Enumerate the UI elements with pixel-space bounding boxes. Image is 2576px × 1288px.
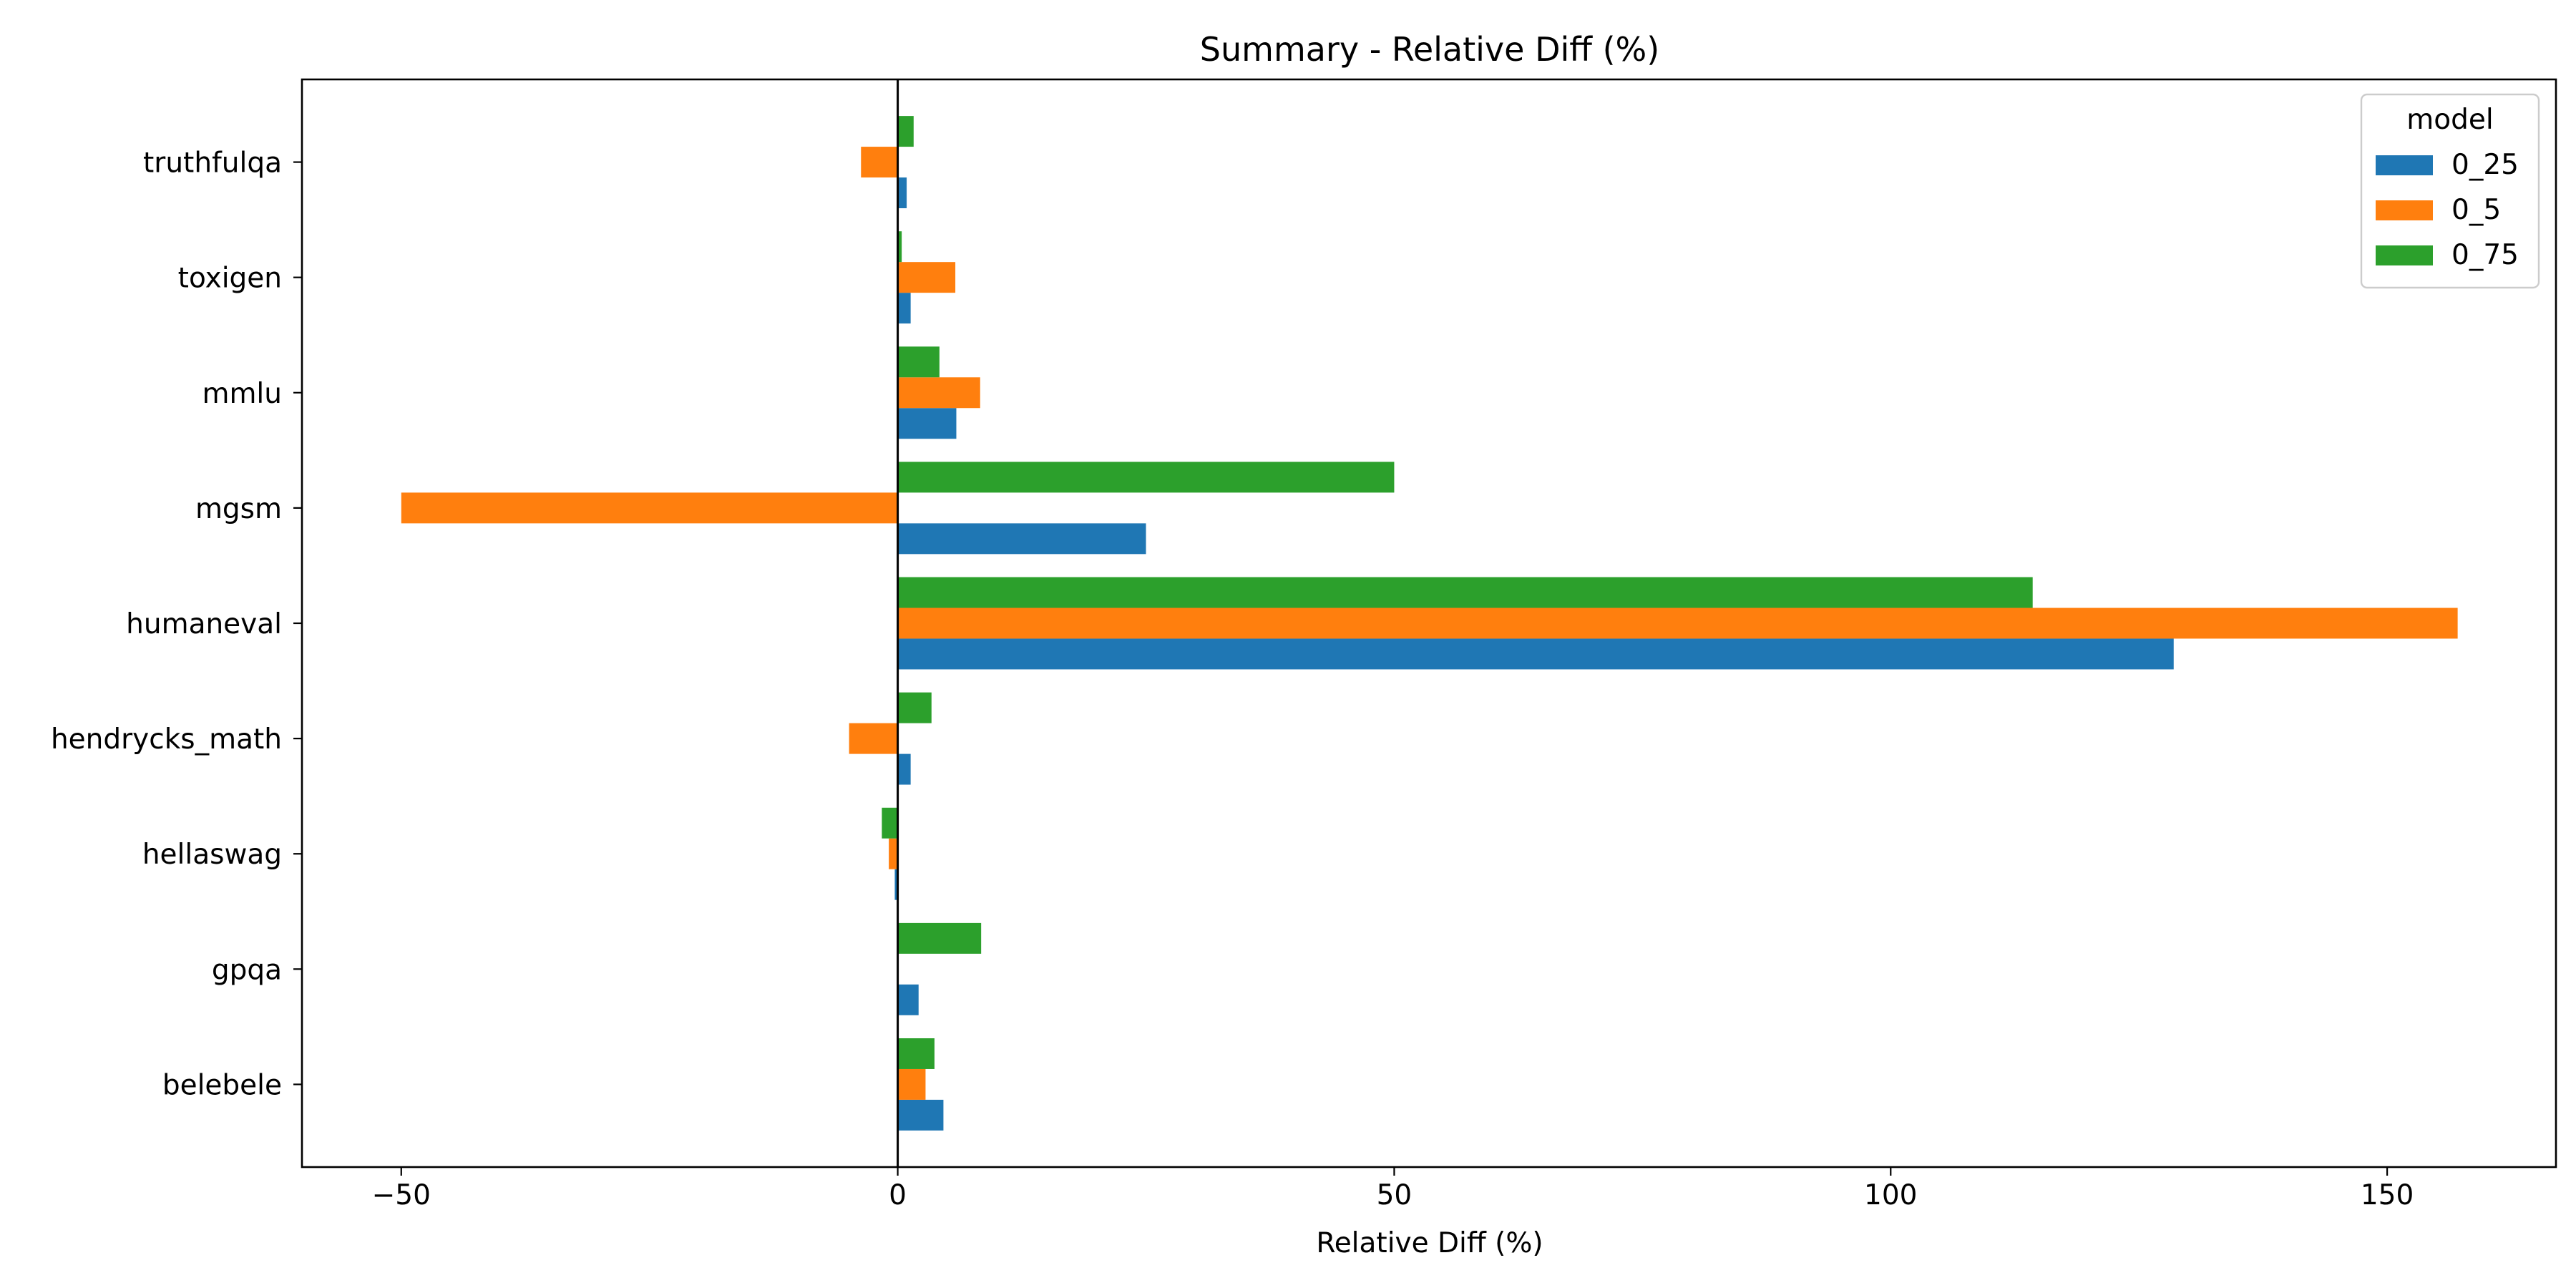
legend-box (2360, 93, 2540, 289)
bar-truthfulqa-0_75 (897, 116, 914, 147)
x-ticks-group: −50 0 50 100 150 (372, 1167, 2414, 1211)
bar-humaneval-0_5 (897, 608, 2458, 639)
legend-label-0_5: 0_5 (2451, 194, 2501, 226)
bars-group (401, 116, 2458, 1131)
y-tick-label-toxigen: toxigen (178, 263, 282, 295)
bar-hellaswag-0_5 (889, 838, 898, 869)
y-tick-label-truthfulqa: truthfulqa (143, 147, 282, 180)
bar-truthfulqa-0_5 (861, 147, 898, 178)
x-axis-label: Relative Diff (%) (1316, 1227, 1543, 1259)
y-tick-label-hellaswag: hellaswag (142, 839, 282, 871)
y-tick-label-mgsm: mgsm (195, 493, 282, 525)
legend-swatch-0_25 (2376, 155, 2433, 175)
legend-swatch-0_75 (2376, 245, 2433, 265)
bar-humaneval-0_75 (897, 577, 2033, 608)
y-tick-label-belebele: belebele (162, 1069, 282, 1101)
x-tick-label: 150 (2361, 1179, 2414, 1211)
legend-title: model (2406, 104, 2493, 136)
bar-mgsm-0_25 (897, 523, 1146, 555)
bar-hendrycks_math-0_75 (897, 692, 932, 723)
bar-toxigen-0_5 (897, 262, 956, 293)
x-tick-label: 100 (1864, 1179, 1917, 1211)
bar-gpqa-0_75 (897, 922, 982, 954)
y-ticks-group: belebele gpqa hellaswag hendrycks_math human… (51, 147, 302, 1101)
legend: model 0_25 0_5 0_75 (2360, 93, 2540, 289)
chart-title: Summary - Relative Diff (%) (1200, 30, 1659, 69)
bar-belebele-0_25 (897, 1099, 944, 1131)
bar-belebele-0_5 (897, 1068, 926, 1100)
y-tick-label-gpqa: gpqa (212, 954, 282, 986)
bar-mmlu-0_5 (897, 377, 980, 409)
bar-toxigen-0_75 (897, 231, 902, 263)
bar-truthfulqa-0_25 (897, 177, 907, 208)
bar-humaneval-0_25 (897, 638, 2174, 670)
bar-hendrycks_math-0_25 (897, 753, 911, 785)
x-tick-label: −50 (372, 1179, 431, 1211)
bar-mmlu-0_75 (897, 346, 940, 378)
bar-hellaswag-0_25 (894, 869, 898, 900)
x-tick-label: 0 (889, 1179, 907, 1211)
bar-gpqa-0_25 (897, 984, 919, 1015)
bar-hendrycks_math-0_5 (849, 723, 898, 754)
bar-toxigen-0_25 (897, 293, 911, 324)
legend-swatch-0_5 (2376, 200, 2433, 220)
legend-label-0_75: 0_75 (2451, 239, 2519, 271)
y-tick-label-mmlu: mmlu (202, 378, 282, 410)
bar-mgsm-0_5 (401, 492, 898, 524)
y-tick-label-humaneval: humaneval (126, 608, 282, 640)
bar-mgsm-0_75 (897, 462, 1395, 493)
bar-hellaswag-0_75 (882, 807, 898, 839)
x-tick-label: 50 (1377, 1179, 1413, 1211)
y-tick-label-hendrycks_math: hendrycks_math (51, 723, 282, 756)
bar-mmlu-0_25 (897, 408, 957, 439)
legend-label-0_25: 0_25 (2451, 149, 2519, 181)
bar-belebele-0_75 (897, 1038, 935, 1069)
